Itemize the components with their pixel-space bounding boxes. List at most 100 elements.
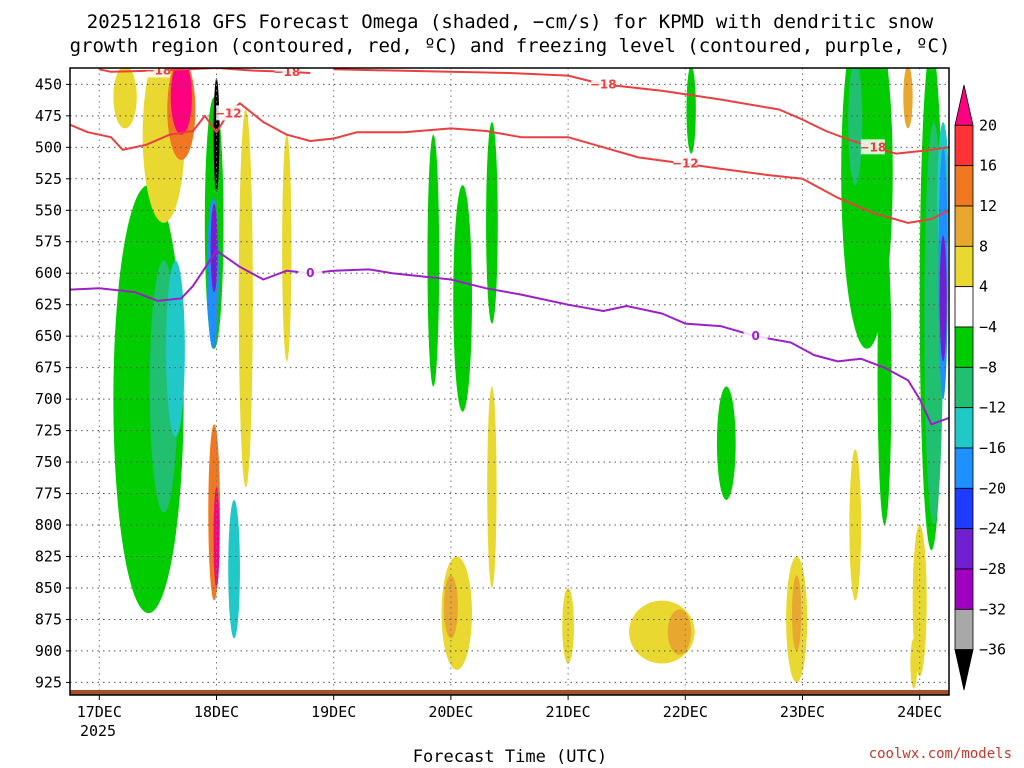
descent-yellow-23dec-low	[849, 449, 862, 601]
x-tick-label-20dec: 20DEC	[428, 703, 473, 721]
descent-yellow-24dec-low	[912, 525, 927, 677]
dgz-minus18-right-label-bg-1	[860, 139, 885, 155]
dgz-minus18-left-label-0: −18	[145, 64, 172, 78]
ascent-cyan-23dec	[848, 68, 863, 186]
x-tick-label-19dec: 19DEC	[311, 703, 356, 721]
y-tick-label-725: 725	[35, 422, 62, 440]
dgz-minus18-right-label-1: −18	[859, 140, 886, 154]
y-tick-label-900: 900	[35, 642, 62, 660]
x-tick-label-21dec: 21DEC	[546, 703, 591, 721]
colorbar: 20 16 12 8 4 −4 −8 −12 −16 −20 −24 −28 −32 −36	[954, 84, 1006, 691]
colorbar-label-7: −12	[979, 399, 1006, 417]
y-tick-label-700: 700	[35, 390, 62, 408]
colorbar-label-0: 20	[979, 116, 997, 134]
y-tick-label-875: 875	[35, 610, 62, 628]
colorbar-label-2: 12	[979, 197, 997, 215]
colorbar-segment-12	[954, 568, 974, 610]
colorbar-label-6: −8	[979, 358, 997, 376]
dgz-minus12-label-0: −12	[215, 106, 242, 120]
x-axis-title: Forecast Time (UTC)	[413, 747, 607, 767]
x-tick-label-18dec: 18DEC	[194, 703, 239, 721]
colorbar-label-9: −20	[979, 479, 1006, 497]
y-tick-label-600: 600	[35, 264, 62, 282]
y-tick-label-750: 750	[35, 453, 62, 471]
x-tick-label-22dec: 22DEC	[663, 703, 708, 721]
colorbar-segment-2	[954, 165, 974, 207]
colorbar-label-4: 4	[979, 278, 988, 296]
colorbar-label-1: 16	[979, 157, 997, 175]
colorbar-label-10: −24	[979, 520, 1006, 538]
y-tick-label-650: 650	[35, 327, 62, 345]
contour-layer: −18 −18 −18 −18 −12 −12 0 0	[70, 64, 949, 426]
dgz-minus18-right-label-bg-0	[591, 76, 616, 92]
dgz-minus18-left-label-1: −18	[273, 65, 300, 79]
colorbar-label-3: 8	[979, 237, 988, 255]
colorbar-segment-9	[954, 447, 974, 489]
freezing-level-0-label-1: 0	[751, 329, 759, 343]
dgz-minus18-left-label-bg-1	[274, 68, 299, 79]
ascent-green-22dec-top	[686, 68, 696, 154]
freezing-level-0-label-0: 0	[306, 266, 314, 280]
freezing-level-0	[70, 249, 949, 426]
colorbar-label-8: −16	[979, 439, 1006, 457]
descent-orange-23dec	[791, 575, 802, 651]
plot-frame	[69, 67, 950, 696]
y-tick-label-550: 550	[35, 201, 62, 219]
ascent-purple-18dec	[210, 203, 218, 293]
x-axis: 17DEC 18DEC 19DEC 20DEC 21DEC 22DEC 23DEC 24DEC	[77, 695, 942, 721]
colorbar-segment-1	[954, 124, 974, 167]
freezing-level-0-label-bg-0	[298, 265, 323, 281]
dgz-minus12-label-bg-1	[673, 155, 698, 171]
descent-yellow-17dec-top	[113, 68, 137, 129]
x-tick-label-17dec: 17DEC	[77, 703, 122, 721]
y-tick-label-675: 675	[35, 359, 62, 377]
omega-shading-layer	[113, 68, 949, 689]
descent-magenta-18dec-low	[213, 487, 220, 588]
colorbar-label-11: −28	[979, 560, 1006, 578]
terrain-surface	[70, 689, 949, 695]
freezing-level-0-label-bg-1	[743, 328, 768, 344]
colorbar-segment-8	[954, 407, 974, 449]
descent-orange-22dec	[667, 609, 692, 655]
colorbar-segment-0	[954, 84, 974, 126]
ascent-cyan-18dec-low	[228, 499, 240, 639]
y-tick-label-525: 525	[35, 170, 62, 188]
colorbar-label-13: −36	[979, 641, 1006, 659]
colorbar-segment-5	[954, 286, 974, 328]
descent-orange-20dec	[443, 575, 458, 639]
colorbar-segment-11	[954, 528, 974, 570]
ascent-cyan-core-17dec	[166, 260, 185, 437]
ascent-green-24dec-low	[877, 222, 892, 526]
x-tick-label-24dec: 24DEC	[897, 703, 942, 721]
chart-title-line1: 2025121618 GFS Forecast Omega (shaded, −…	[87, 11, 934, 33]
dgz-minus18-right-label-0: −18	[590, 77, 617, 91]
colorbar-segment-7	[954, 366, 974, 409]
y-tick-label-500: 500	[35, 138, 62, 156]
y-tick-label-475: 475	[35, 107, 62, 125]
ascent-purple-24dec	[939, 235, 947, 362]
colorbar-segment-13	[954, 608, 974, 651]
ascent-green-19dec-mid	[427, 134, 440, 387]
ascent-green-22dec-low	[716, 386, 736, 500]
y-tick-label-925: 925	[35, 673, 62, 691]
chart-title-line2: growth region (contoured, red, ºC) and f…	[70, 35, 951, 57]
grid-layer	[70, 68, 949, 695]
y-tick-label-575: 575	[35, 233, 62, 251]
dgz-minus12	[70, 102, 949, 224]
colorbar-segment-6	[954, 326, 974, 368]
descent-yellow-21dec	[562, 587, 574, 664]
descent-yellow-18dec-mid	[238, 109, 253, 488]
ascent-green-20dec-a	[453, 185, 472, 412]
colorbar-segment-3	[954, 205, 974, 247]
ascent-green-20dec-b	[486, 122, 498, 324]
descent-orange-24dec-top	[903, 68, 913, 129]
descent-yellow-18dec-right	[282, 134, 292, 362]
y-tick-label-625: 625	[35, 296, 62, 314]
dgz-minus12-label-1: −12	[672, 157, 699, 171]
colorbar-segment-14	[954, 649, 974, 691]
y-tick-label-800: 800	[35, 516, 62, 534]
colorbar-label-12: −32	[979, 600, 1006, 618]
descent-yellow-24dec-bottom	[910, 638, 918, 689]
dgz-minus18-right	[333, 68, 949, 155]
